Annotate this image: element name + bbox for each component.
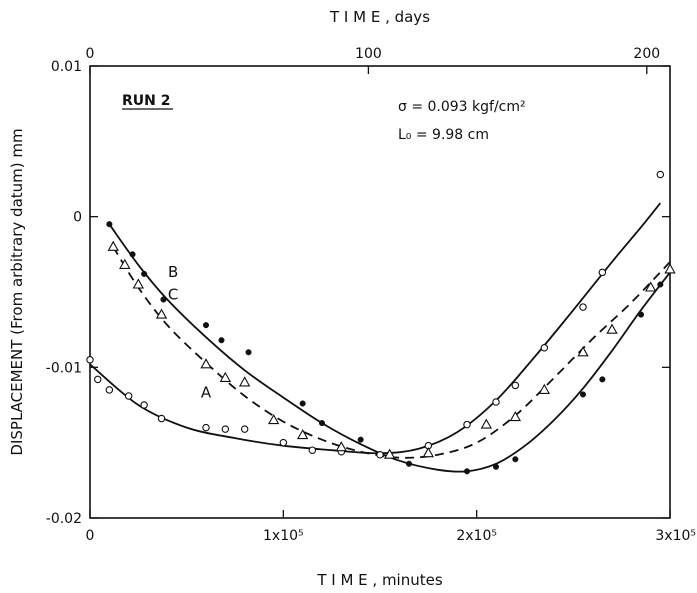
point-c [335,441,348,452]
point-a [157,414,166,423]
point-a [279,438,288,447]
point-a [598,268,607,277]
point-b [463,468,471,475]
point-a [202,423,210,432]
curve-c [112,246,671,459]
point-b [106,221,113,228]
point-a [376,450,384,459]
top-axis-ticks: 0 100 200 [86,46,660,74]
curve-b [108,223,671,473]
y-tick-label: -0.01 [46,360,82,376]
point-c [132,278,145,289]
point-c [219,371,232,382]
curve-a [89,202,662,455]
y-tick-label: 0.01 [51,59,82,75]
point-c [509,410,522,422]
point-c [296,428,309,440]
point-b [405,460,413,467]
point-a [463,420,471,429]
point-b [202,322,210,329]
point-b [318,420,326,427]
point-b [637,311,645,318]
point-a [492,398,500,406]
point-b [357,436,364,443]
point-c [119,258,131,269]
point-c [238,376,251,387]
y-axis-title: DISPLACEMENT (From arbitrary datum) mm [8,128,26,455]
point-a [124,392,133,400]
point-b [141,270,148,277]
length-annotation: L₀ = 9.98 cm [398,127,489,143]
top-tick-label: 100 [355,46,382,62]
plot-frame [89,65,671,519]
point-b [512,456,519,463]
point-b [579,391,587,398]
x-axis-ticks: 0 1x10⁵ 2x10⁵ 3x10⁵ [86,510,696,544]
point-b [599,376,606,383]
point-c [155,308,168,319]
run-label: RUN 2 [122,93,170,109]
point-c [644,281,657,292]
point-c [480,418,493,429]
point-c [606,323,618,334]
point-b [492,463,500,470]
point-a [240,425,249,433]
curve-label-a: A [201,383,212,401]
point-b [218,337,225,344]
point-c [422,447,435,458]
x-tick-label: 3x10⁵ [655,528,696,544]
curve-label-b: B [168,263,178,281]
point-a [511,381,520,390]
point-c [107,240,119,251]
x-tick-label: 2x10⁵ [456,528,497,544]
top-tick-label: 0 [86,46,95,62]
point-a [656,170,665,179]
point-a [221,425,230,433]
stress-annotation: σ = 0.093 kgf/cm² [398,99,526,115]
curve-labels: BC A [168,263,212,402]
x-axis-title: T I M E , minutes [316,571,443,589]
data-points [86,170,676,475]
point-a [308,446,317,454]
point-c [664,263,676,274]
fitted-curves [89,202,671,473]
top-tick-label: 200 [633,46,660,62]
point-c [200,358,212,369]
curve-label-c: C [168,286,178,304]
point-b [657,281,664,288]
point-c [538,383,551,394]
point-b [245,349,252,356]
x-tick-label: 1x10⁵ [263,528,304,544]
x-top-axis-title: T I M E , days [329,8,430,26]
point-b [299,400,306,407]
point-c [267,413,280,425]
point-a [140,401,148,409]
point-a [540,343,549,352]
x-tick-label: 0 [86,528,95,544]
point-c [383,448,396,459]
point-a [93,375,102,384]
point-a [579,303,587,311]
point-a [86,356,94,364]
point-a [105,386,114,394]
y-tick-label: -0.02 [46,511,82,527]
point-b [160,296,167,303]
point-c [577,346,589,357]
point-b [129,251,136,258]
y-tick-label: 0 [73,210,82,226]
y-axis-ticks: -0.02 -0.01 0 0.01 [46,59,670,527]
